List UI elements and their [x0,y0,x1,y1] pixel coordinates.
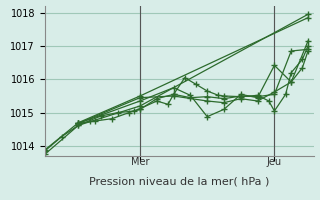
X-axis label: Pression niveau de la mer( hPa ): Pression niveau de la mer( hPa ) [89,177,269,187]
Text: Mer: Mer [131,157,149,167]
Text: Jeu: Jeu [267,157,282,167]
